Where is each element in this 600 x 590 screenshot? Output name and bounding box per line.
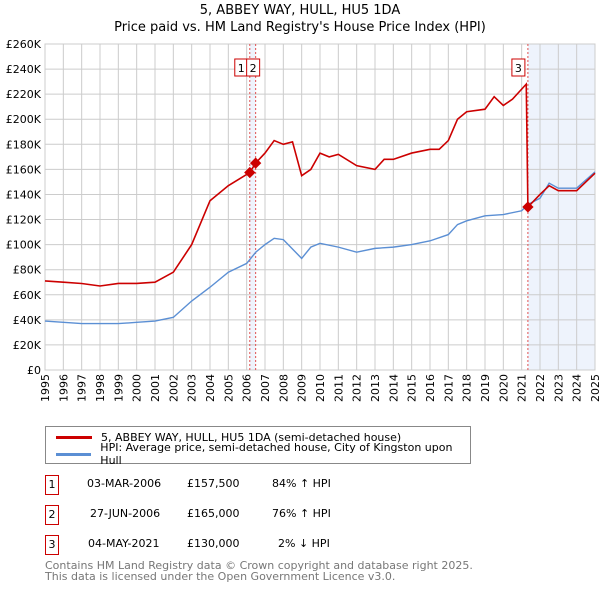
x-tick-label: 2025 (589, 374, 600, 402)
series-line (44, 82, 596, 287)
x-tick-label: 1995 (39, 374, 52, 402)
sale-label: 2 (250, 62, 257, 75)
x-tick-label: 2010 (314, 374, 327, 402)
sale-hpi: 76% ↑ HPI (272, 507, 331, 520)
sale-hpi: 2% ↓ HPI (278, 537, 330, 550)
sale-span-shading (249, 44, 256, 370)
x-tick-label: 2015 (406, 374, 419, 402)
sale-marker (244, 166, 256, 179)
chart-title: 5, ABBEY WAY, HULL, HU5 1DA (199, 3, 401, 18)
y-tick-label: £100K (6, 239, 42, 252)
x-tick-label: 2011 (332, 374, 345, 402)
x-tick-label: 2006 (241, 374, 254, 402)
legend-swatch (56, 452, 92, 456)
series-line (44, 171, 596, 325)
y-tick-label: £40K (13, 314, 42, 327)
y-tick-label: £80K (13, 264, 42, 277)
sale-label: 1 (238, 62, 245, 75)
sale-label: 3 (515, 62, 522, 75)
y-tick-label: £220K (6, 88, 42, 101)
x-tick-label: 2023 (552, 374, 565, 402)
x-tick-label: 2024 (571, 374, 584, 402)
x-tick-label: 1997 (76, 374, 89, 402)
sale-date: 04-MAY-2021 (88, 537, 160, 550)
y-tick-label: £60K (13, 289, 42, 302)
footer: Contains HM Land Registry data © Crown c… (45, 560, 473, 582)
x-tick-label: 2022 (534, 374, 547, 402)
legend: 5, ABBEY WAY, HULL, HU5 1DA (semi-detach… (45, 426, 471, 467)
y-tick-label: £240K (6, 63, 42, 76)
sale-label-box (246, 58, 261, 77)
sale-price: £157,500 (187, 477, 240, 490)
legend-item-hpi: HPI: Average price, semi-detached house,… (56, 441, 470, 467)
plot-area: 1995 1996 1997 1998 1999 2000 2001 2002 2003 2004… (6, 38, 600, 402)
x-tick-label: 1996 (57, 374, 70, 402)
y-tick-label: £260K (6, 38, 42, 51)
x-tick-label: 2007 (259, 374, 272, 402)
sale-label-box (511, 58, 526, 77)
x-tick-label: 2017 (442, 374, 455, 402)
sale-price: £165,000 (187, 507, 240, 520)
x-tick-label: 2013 (369, 374, 382, 402)
y-tick-label: £140K (6, 188, 42, 201)
x-tick-label: 2000 (131, 374, 144, 402)
sale-price: £130,000 (187, 537, 240, 550)
sale-hpi: 84% ↑ HPI (272, 477, 331, 490)
x-tick-label: 2021 (516, 374, 529, 402)
x-tick-label: 2014 (387, 374, 400, 402)
footer-line: This data is licensed under the Open Gov… (45, 570, 396, 583)
sale-marker-label: 2 (45, 505, 59, 525)
y-tick-label: £20K (13, 339, 42, 352)
y-tick-label: £160K (6, 163, 42, 176)
y-tick-label: £200K (6, 113, 42, 126)
legend-item-property: 5, ABBEY WAY, HULL, HU5 1DA (semi-detach… (56, 429, 401, 445)
sale-marker (249, 157, 262, 169)
legend-label: HPI: Average price, semi-detached house,… (100, 441, 453, 467)
x-tick-label: 2016 (424, 374, 437, 402)
post-sale-shading (527, 44, 595, 370)
x-tick-label: 2018 (461, 374, 474, 402)
legend-swatch (56, 435, 92, 439)
sale-marker (522, 201, 534, 213)
x-tick-label: 2008 (277, 374, 290, 402)
x-tick-label: 2020 (497, 374, 510, 402)
x-tick-label: 2009 (296, 374, 309, 402)
sale-marker-label: 1 (45, 475, 59, 495)
sale-date: 27-JUN-2006 (90, 507, 161, 520)
legend-label: 5, ABBEY WAY, HULL, HU5 1DA (semi-detach… (101, 430, 402, 444)
y-tick-label: £120K (6, 214, 42, 227)
x-tick-label: 2004 (204, 374, 217, 402)
x-tick-label: 1998 (94, 374, 107, 402)
x-tick-label: 2005 (222, 374, 235, 402)
x-tick-label: 2002 (167, 374, 180, 402)
x-tick-label: 2012 (351, 374, 364, 402)
chart-subtitle: Price paid vs. HM Land Registry's House … (114, 20, 486, 35)
sale-marker-label: 3 (45, 535, 59, 555)
x-tick-label: 1999 (112, 374, 125, 402)
y-tick-label: £180K (6, 138, 42, 151)
y-tick-label: £0 (27, 364, 41, 377)
x-tick-label: 2001 (149, 374, 162, 402)
x-tick-label: 2019 (479, 374, 492, 402)
sale-date: 03-MAR-2006 (87, 477, 162, 490)
footer-line: Contains HM Land Registry data © Crown c… (45, 559, 473, 572)
x-tick-label: 2003 (186, 374, 199, 402)
